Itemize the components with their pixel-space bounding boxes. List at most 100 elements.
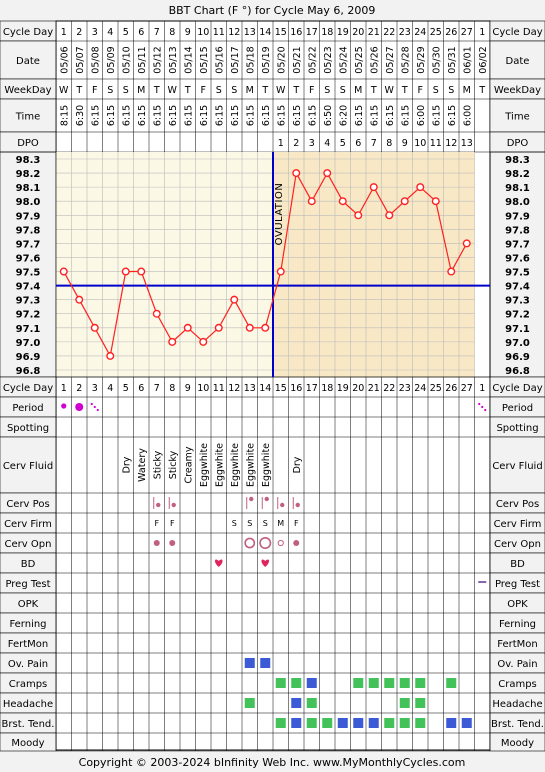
row-label-cell-right-date: [489, 40, 545, 80]
time-cell: 6:15: [447, 105, 458, 126]
cycle-day-cell: 22: [383, 27, 395, 38]
row-label-right-cerv_pos: Cerv Pos: [496, 499, 539, 510]
cycle-day-cell: 6: [138, 27, 144, 38]
cycle-day-cell-lower: 27: [461, 383, 473, 394]
period-light-mark: [481, 405, 484, 409]
y-tick-label: 97.9: [16, 211, 41, 222]
date-cell: 05/22: [307, 46, 318, 73]
cerv-pos-dot: [295, 502, 300, 508]
cycle-day-cell-lower: 11: [213, 383, 225, 394]
weekday-cell: S: [324, 85, 330, 96]
cycle-day-cell-lower: 2: [76, 383, 82, 394]
cycle-day-cell: 9: [185, 27, 191, 38]
time-cell: 6:15: [292, 105, 303, 126]
cycle-day-cell: 19: [337, 27, 349, 38]
temperature-point: [214, 323, 223, 332]
breast-tenderness-mark: [306, 718, 317, 728]
row-label-right-cycle_day: Cycle Day: [492, 383, 542, 394]
row-label-cell-time: [0, 98, 57, 133]
row-label-period: Period: [12, 403, 43, 414]
temperature-point: [152, 309, 161, 318]
date-cell: 05/27: [385, 46, 396, 73]
date-cell: 05/13: [168, 46, 179, 73]
y-tick-label-right: 97.7: [505, 239, 530, 250]
temperature-point: [199, 337, 208, 346]
cycle-day-cell-lower: 18: [321, 383, 333, 394]
time-cell: 6:30: [75, 105, 86, 126]
y-tick-label-right: 98.3: [505, 155, 530, 166]
time-cell: 6:15: [152, 105, 163, 126]
time-cell: 6:15: [90, 105, 101, 126]
weekday-cell: M: [463, 85, 471, 96]
temperature-point: [431, 197, 440, 206]
cerv-opn-closed: [153, 540, 160, 546]
cramps-mark: [275, 678, 286, 688]
cerv-fluid-cell: Eggwhite: [230, 443, 241, 487]
temperature-point: [385, 211, 394, 220]
cycle-day-cell: 4: [107, 27, 113, 38]
weekday-cell: F: [92, 85, 97, 96]
cerv-fluid-cell: Eggwhite: [199, 443, 210, 487]
time-cell: 6:15: [168, 105, 179, 126]
time-cell: 6:15: [183, 105, 194, 126]
temperature-point: [462, 239, 471, 248]
row-label-cell-right-cerv_fluid: [489, 436, 545, 494]
temperature-point: [338, 197, 347, 206]
weekday-cell: S: [216, 85, 222, 96]
period-light-mark: [96, 408, 99, 412]
cycle-day-cell: 7: [154, 27, 160, 38]
y-tick-label: 97.6: [16, 253, 41, 264]
row-label-right-fertmon: FertMon: [497, 639, 537, 650]
date-cell: 05/29: [416, 46, 427, 73]
cycle-day-cell-lower: 24: [414, 383, 426, 394]
y-tick-label: 96.8: [16, 366, 41, 377]
period-medium-mark: [61, 403, 67, 409]
row-label-opk: OPK: [18, 599, 39, 610]
cycle-day-cell-lower: 25: [430, 383, 442, 394]
cycle-day-cell-lower: 12: [228, 383, 240, 394]
weekday-cell: M: [246, 85, 254, 96]
dpo-cell: 10: [414, 138, 426, 149]
dpo-cell: 6: [355, 138, 361, 149]
row-label-spotting: Spotting: [7, 423, 49, 434]
time-cell: 6:15: [230, 105, 241, 126]
row-label-right-time: Time: [504, 112, 529, 123]
cerv-fluid-cell: Eggwhite: [261, 443, 272, 487]
weekday-cell: T: [75, 85, 82, 96]
cycle-day-cell: 14: [259, 27, 271, 38]
cycle-day-cell-lower: 8: [169, 383, 175, 394]
row-label-right-weekday: WeekDay: [494, 85, 541, 96]
y-tick-label: 98.0: [16, 197, 41, 208]
temperature-point: [354, 211, 363, 220]
temperature-point: [230, 295, 239, 304]
row-label-date: Date: [16, 56, 40, 67]
period-light-mark: [484, 408, 487, 412]
y-tick-label-right: 97.0: [505, 338, 530, 349]
date-cell: 05/24: [338, 46, 349, 73]
y-tick-label-right: 98.0: [505, 197, 530, 208]
dpo-cell: 12: [445, 138, 457, 149]
date-cell: 05/23: [323, 46, 334, 73]
time-cell: 6:20: [338, 105, 349, 126]
dpo-cell: 4: [324, 138, 330, 149]
temperature-point: [183, 323, 192, 332]
cycle-day-cell: 16: [290, 27, 302, 38]
temperature-point: [245, 323, 254, 332]
time-cell: 6:15: [431, 105, 442, 126]
row-label-ov_pain: Ov. Pain: [8, 659, 48, 670]
temperature-point: [400, 197, 409, 206]
weekday-cell: S: [123, 85, 129, 96]
cerv-pos-dot: [156, 502, 161, 508]
cerv-firm-cell: S: [263, 519, 268, 528]
row-label-brst_tend: Brst. Tend.: [2, 719, 55, 730]
time-cell: 6:15: [385, 105, 396, 126]
cerv-pos-dot: [280, 502, 285, 508]
cycle-day-cell: 17: [306, 27, 318, 38]
cerv-opn-closed: [169, 540, 176, 546]
cycle-day-cell-lower: 7: [154, 383, 160, 394]
cycle-day-cell-lower: 1: [479, 383, 485, 394]
cycle-day-cell: 27: [461, 27, 473, 38]
cycle-day-cell-lower: 21: [368, 383, 380, 394]
cycle-day-cell: 24: [414, 27, 426, 38]
